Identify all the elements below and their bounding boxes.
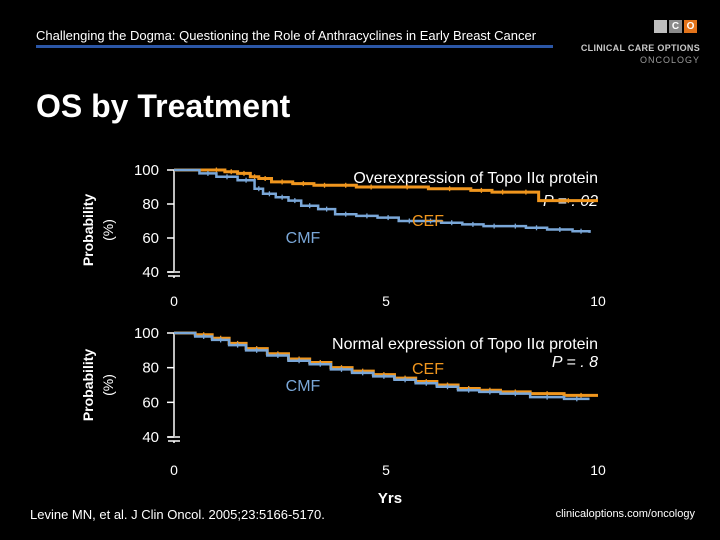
logo-text-sub: ONCOLOGY bbox=[639, 55, 700, 65]
y-tick-label-80: 80 bbox=[142, 360, 159, 377]
logo-box-2: C bbox=[669, 20, 682, 33]
y-axis-unit: (%) bbox=[100, 219, 116, 241]
logo-text-main: CLINICAL CARE OPTIONS bbox=[580, 43, 700, 53]
y-tick-label-40: 40 bbox=[142, 264, 159, 281]
series-line-cmf bbox=[174, 168, 591, 233]
header-rule bbox=[36, 45, 553, 48]
source-url: clinicaloptions.com/oncology bbox=[555, 508, 695, 520]
y-axis-unit: (%) bbox=[100, 374, 116, 396]
citation: Levine MN, et al. J Clin Oncol. 2005;23:… bbox=[30, 507, 325, 522]
panel-title: Normal expression of Topo IIα protein bbox=[332, 336, 598, 353]
y-tick-label-100: 100 bbox=[134, 325, 159, 342]
x-tick-label-5: 5 bbox=[382, 462, 390, 478]
panel-title: Overexpression of Topo IIα protein bbox=[353, 170, 598, 187]
header-title: Challenging the Dogma: Questioning the R… bbox=[36, 28, 537, 43]
y-tick-label-60: 60 bbox=[142, 230, 159, 247]
x-tick-label-10: 10 bbox=[590, 293, 606, 309]
series-label-cmf: CMF bbox=[286, 378, 321, 395]
y-tick-label-60: 60 bbox=[142, 394, 159, 411]
x-tick-label-0: 0 bbox=[170, 462, 178, 478]
logo-box-3: O bbox=[684, 20, 697, 33]
slide-title: OS by Treatment bbox=[36, 88, 291, 124]
series-label-cef: CEF bbox=[412, 361, 444, 378]
logo-mark: C O bbox=[654, 20, 697, 33]
y-axis-label: Probability bbox=[80, 194, 96, 267]
clinical-care-options-logo: C O CLINICAL CARE OPTIONS ONCOLOGY bbox=[572, 18, 700, 68]
logo-box-1 bbox=[654, 20, 667, 33]
p-value: P = . 8 bbox=[552, 354, 598, 371]
x-axis-label: Yrs bbox=[378, 490, 402, 507]
y-tick-label-100: 100 bbox=[134, 162, 159, 179]
x-tick-label-0: 0 bbox=[170, 293, 178, 309]
axis-break-gap bbox=[168, 271, 180, 276]
series-line-cef bbox=[174, 168, 598, 203]
x-tick-label-10: 10 bbox=[590, 462, 606, 478]
y-tick-label-80: 80 bbox=[142, 196, 159, 213]
x-tick-label-5: 5 bbox=[382, 293, 390, 309]
series-label-cmf: CMF bbox=[286, 230, 321, 247]
y-axis-label: Probability bbox=[80, 349, 96, 422]
series-label-cef: CEF bbox=[412, 213, 444, 230]
y-tick-label-40: 40 bbox=[142, 429, 159, 446]
axis-break-gap bbox=[168, 436, 180, 441]
